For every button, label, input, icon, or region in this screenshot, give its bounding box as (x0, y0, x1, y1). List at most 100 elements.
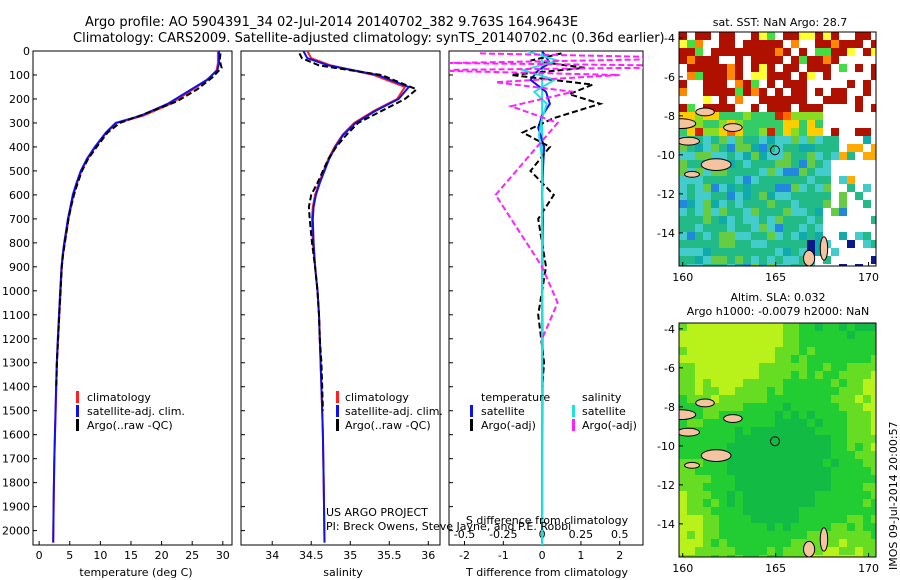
map-cell (799, 555, 807, 557)
map-cell (719, 184, 727, 192)
map-cell (807, 184, 815, 192)
map-cell (831, 491, 839, 499)
map-cell (791, 248, 799, 256)
map-cell (719, 64, 727, 72)
map-cell (703, 216, 711, 224)
map-cell (839, 435, 847, 443)
land-island (679, 136, 700, 146)
map-cell (703, 411, 711, 419)
map-cell (743, 475, 751, 483)
map-cell (831, 128, 839, 136)
map-cell (791, 371, 799, 379)
map-cell (703, 232, 711, 240)
map-cell (775, 152, 783, 160)
map-cell (743, 355, 751, 363)
map-cell (815, 531, 823, 539)
map-cell (751, 499, 759, 507)
map-cell (703, 371, 711, 379)
map-cell (727, 248, 735, 256)
x-tick-label: -1 (498, 549, 509, 562)
map-cell (727, 128, 735, 136)
map-cell (711, 411, 719, 419)
map-cell (871, 539, 876, 547)
map-cell (815, 32, 823, 40)
map-cell (695, 363, 703, 371)
map-cell (831, 499, 839, 507)
map-cell (783, 347, 791, 355)
map-cell (735, 539, 743, 547)
map-frame (678, 322, 877, 558)
map-cell (679, 88, 687, 96)
map-cell (751, 152, 759, 160)
legend-label-climatology: climatology (87, 391, 151, 404)
map-cell (767, 120, 775, 128)
map-cell (719, 363, 727, 371)
map-cell (783, 184, 791, 192)
map-cell (831, 323, 839, 331)
map-cell (687, 491, 695, 499)
map-cell (823, 379, 831, 387)
map-cell (855, 555, 863, 557)
map-cell (831, 339, 839, 347)
map-cell (799, 363, 807, 371)
map-cell (767, 331, 775, 339)
map-cell (759, 128, 767, 136)
map-cell (863, 507, 871, 515)
map-cell (863, 539, 871, 547)
map-cell (751, 64, 759, 72)
map-cell (775, 419, 783, 427)
map-cell (695, 507, 703, 515)
map-cell (727, 200, 735, 208)
map-cell (687, 523, 695, 531)
map-cell (823, 547, 831, 555)
legend-label-temp-satellite: satellite (481, 405, 525, 418)
map-cell (687, 240, 695, 248)
map-cell (751, 355, 759, 363)
map-cell (791, 459, 799, 467)
map-cell (751, 112, 759, 120)
map-cell (727, 40, 735, 48)
map-cell (767, 403, 775, 411)
map-cell (767, 168, 775, 176)
map-cell (703, 499, 711, 507)
map-cell (775, 200, 783, 208)
map-cell (783, 539, 791, 547)
map-cell (751, 184, 759, 192)
map-cell (735, 323, 743, 331)
map-cell (775, 208, 783, 216)
map-cell (743, 264, 751, 266)
map-cell (871, 467, 876, 475)
map-cell (703, 379, 711, 387)
map-cell (871, 459, 876, 467)
map-cell (775, 96, 783, 104)
map-cell (743, 331, 751, 339)
map-cell (815, 395, 823, 403)
map-cell (727, 395, 735, 403)
map-cell (799, 459, 807, 467)
map-cell (807, 403, 815, 411)
map-cell (847, 427, 855, 435)
map-cell (815, 104, 823, 112)
map-cell (695, 531, 703, 539)
map-cell (735, 467, 743, 475)
map-cell (807, 475, 815, 483)
map-cell (767, 200, 775, 208)
map-cell (807, 136, 815, 144)
map-cell (807, 459, 815, 467)
map-cell (863, 483, 871, 491)
map-cell (871, 507, 876, 515)
map-cell (775, 160, 783, 168)
map-cell (695, 56, 703, 64)
map-cell (791, 88, 799, 96)
map-cell (751, 491, 759, 499)
map-cell (863, 371, 871, 379)
map-cell (695, 152, 703, 160)
map-cell (839, 483, 847, 491)
map-cell (719, 523, 727, 531)
x-top-tick-label: -0.25 (489, 528, 517, 541)
map-cell (775, 347, 783, 355)
map-cell (831, 56, 839, 64)
map-cell (695, 144, 703, 152)
map-cell (783, 152, 791, 160)
map-cell (735, 339, 743, 347)
